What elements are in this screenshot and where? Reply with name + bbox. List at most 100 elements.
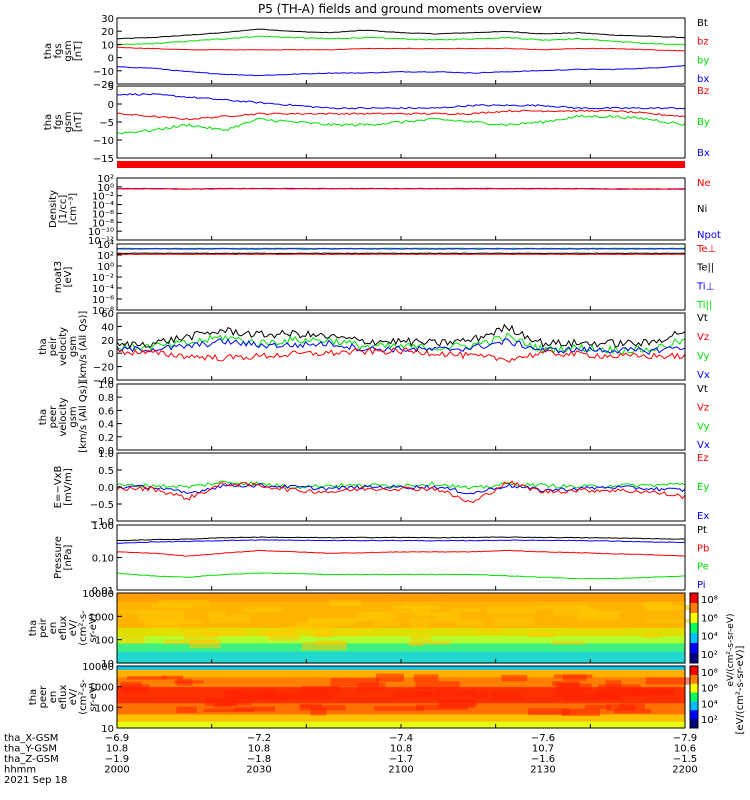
y-tick-label: 10⁻⁶ (92, 295, 114, 306)
heatmap-patch (120, 634, 146, 644)
time-axis-value: −1.7 (389, 754, 413, 765)
heatmap-patch (528, 708, 570, 716)
heatmap-patch (415, 681, 460, 689)
y-tick-label: 10 (101, 724, 114, 735)
heatmap-patch (176, 706, 197, 713)
legend-label: Ex (697, 511, 709, 522)
colorbar-segment (690, 674, 698, 685)
y-tick-label: 1.0 (98, 380, 114, 391)
time-axis-value: 10.7 (532, 744, 554, 755)
y-tick-label: 10⁻² (92, 192, 114, 203)
colorbar-segment (690, 692, 698, 702)
y-tick-label: 10000 (82, 589, 114, 600)
panel-frame (116, 85, 686, 159)
time-axis-value: 2200 (672, 765, 697, 776)
colorbar-segment (690, 593, 698, 604)
heatmap-patch (203, 708, 255, 712)
series-line (116, 338, 686, 355)
y-tick-label: 10² (97, 251, 114, 262)
y-tick-label: −5 (99, 118, 114, 129)
heatmap-patch (308, 617, 353, 627)
y-axis-label: Pressure (53, 536, 64, 579)
y-axis-label: fgs (53, 114, 64, 129)
heatmap-patch (140, 610, 184, 614)
series-line (116, 480, 686, 490)
heatmap-patch (644, 619, 698, 623)
heatmap-patch (650, 690, 671, 696)
y-axis-label: eflux (58, 616, 69, 641)
time-axis-value: −7.2 (247, 733, 271, 744)
heatmap-patch (451, 608, 481, 613)
heatmap-patch (127, 676, 168, 680)
y-axis-label: velocity (58, 327, 69, 366)
heatmap-patch (357, 682, 386, 692)
heatmap-patch (119, 609, 158, 614)
legend-label: Vt (697, 313, 708, 324)
heatmap-patch (315, 640, 346, 646)
y-axis-label: [nPa] (63, 544, 74, 570)
heatmap-patch (361, 611, 398, 621)
y-tick-label: 10⁴ (97, 240, 114, 251)
y-axis-label: tha (28, 620, 39, 636)
time-axis-row-label: tha_X-GSM (4, 733, 58, 744)
heatmap-band (117, 677, 685, 688)
time-axis-value: 10.6 (674, 744, 696, 755)
y-tick-label: 0.0 (98, 483, 114, 494)
heatmap-patch (426, 640, 451, 645)
y-axis-label: gsm (63, 40, 74, 61)
time-axis: tha_X-GSM −6.9 −7.2 −7.4 −7.6 −7.9 tha_Y-GSM 10… (4, 733, 698, 786)
time-axis-value: −7.4 (389, 733, 413, 744)
legend-label: Ni (697, 204, 707, 215)
heatmap-patch (396, 610, 422, 614)
heatmap-patch (619, 703, 645, 710)
heatmap-patch (646, 604, 699, 611)
y-axis-label: tha (28, 689, 39, 705)
y-tick-label: 10 (101, 40, 114, 51)
time-axis-value: 2130 (530, 765, 555, 776)
y-axis-label: E=−VxB (53, 466, 64, 509)
legend-label: Ti⊥ (696, 281, 714, 292)
legend-label: Bt (697, 18, 708, 29)
y-tick-label: −10 (93, 67, 114, 78)
time-axis-value: 10.8 (106, 744, 128, 755)
heatmap-patch (208, 610, 226, 617)
y-tick-label: 10⁻⁸ (92, 218, 114, 229)
panel-1: 30 20 10 0 −10 −20 tha fgs gsm [nT] Bt bz by bx (43, 14, 709, 91)
heatmap-patch (528, 631, 557, 638)
heatmap-patch (315, 629, 331, 638)
heatmap-patch (438, 699, 475, 709)
colorbar-segment (690, 653, 698, 664)
panel-9: 10000 1000 100 10 tha peir en eflux eV/(cm²-s-sr… (28, 589, 699, 670)
legend-label: bz (697, 37, 709, 48)
panel-frame (116, 524, 686, 591)
heatmap-band (117, 593, 685, 602)
legend-label: Vt (697, 384, 708, 395)
colorbar: 10⁸ 10⁶ 10⁴ 10² 10⁸ 10⁶ 10⁴ 10² [eV/(cm²-s-sr-eV… (689, 592, 746, 734)
y-axis-label: [mV/m] (63, 468, 74, 506)
heatmap-patch (351, 627, 377, 631)
colorbar-segment (690, 643, 698, 654)
time-axis-value: −7.6 (531, 733, 555, 744)
heatmap-patch (596, 691, 621, 697)
y-axis-label: [nT] (73, 112, 84, 132)
y-tick-label: 0.5 (98, 466, 114, 477)
y-tick-label: 10⁻² (92, 273, 114, 284)
heatmap-patch (220, 700, 252, 706)
heatmap-patch (551, 640, 586, 645)
y-axis-label: tha (43, 114, 54, 130)
heatmap-patch (492, 617, 534, 626)
heatmap-patch (617, 690, 652, 697)
series-line (116, 92, 686, 110)
time-axis-value: 2000 (104, 765, 129, 776)
y-tick-label: 0.4 (98, 420, 114, 431)
heatmap-patch (536, 605, 588, 610)
heatmap-patch (267, 635, 300, 641)
y-tick-label: 100 (95, 703, 114, 714)
y-tick-label: −10 (93, 136, 114, 147)
y-axis-label: (cm²-s- (78, 679, 89, 715)
heatmap-patch (119, 688, 148, 692)
date-label: 2021 Sep 18 (4, 775, 67, 786)
colorbar-tick-label: 10² (701, 650, 718, 661)
heatmap-patch (202, 629, 247, 637)
